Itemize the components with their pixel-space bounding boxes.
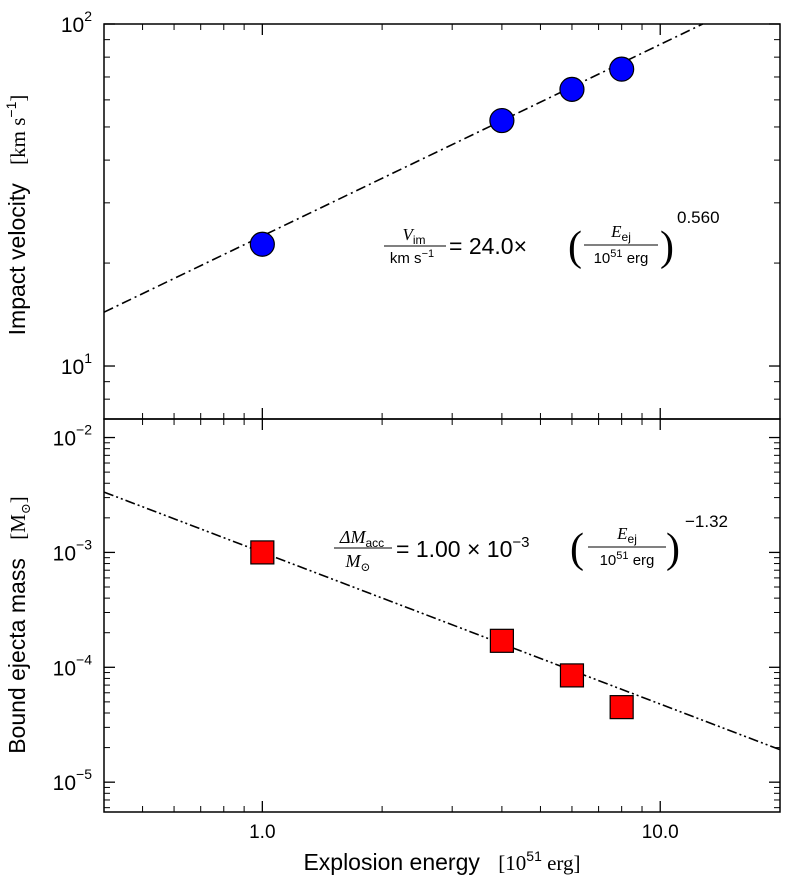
bot-ann-eq: = 1.00 × 10−3 — [396, 534, 530, 562]
bot-ann-fden-main: 10 — [600, 552, 617, 569]
top-ann-fden-unit: erg — [623, 250, 649, 267]
top-ylabel-main: Impact velocity — [4, 183, 30, 336]
top-ann-num: Vim — [402, 225, 425, 247]
top-ann-den: km s−1 — [390, 248, 434, 267]
bot-ann-fnum-sub: ej — [628, 532, 637, 546]
bottom-ylabel-unit-close: ] — [6, 496, 30, 503]
xlabel: Explosion energy [1051 erg] — [303, 848, 580, 875]
bot-ann-fnum-main: E — [616, 524, 628, 543]
top-ann-den-main: km s — [390, 250, 422, 267]
top-ylabel-unit-sup: −1 — [3, 101, 19, 117]
bottom-ytick-label: 10−3 — [53, 536, 93, 565]
velocity-point — [559, 76, 585, 102]
bot-ann-fden-unit: erg — [629, 552, 655, 569]
top-ann-lparen: ( — [568, 224, 582, 270]
top-ytick-label-exp: 1 — [84, 350, 92, 366]
top-ann-eq: = 24.0× — [449, 233, 527, 259]
top-fit-annotation: Vim km s−1 = 24.0× ( Eej 1051 erg ) 0.56… — [384, 208, 720, 270]
top-ylabel-unit: [km s — [6, 118, 30, 165]
bot-ann-eq-sup: −3 — [512, 534, 529, 551]
mass-point — [559, 663, 585, 688]
velocity-point — [489, 107, 515, 134]
bottom-ylabel-unit: [M — [6, 514, 30, 540]
bottom-ytick-label-base: 10 — [53, 657, 76, 680]
bot-ann-num: ΔMacc — [339, 527, 384, 550]
xlabel-unit-sup: 51 — [526, 848, 542, 864]
bottom-points — [250, 540, 634, 720]
top-ytick-label-exp: 2 — [84, 8, 92, 24]
bot-ann-num-sub: acc — [365, 536, 384, 550]
bottom-axes-frame — [103, 418, 781, 813]
top-ann-fnum: Eej — [610, 222, 631, 244]
top-ytick-label: 101 — [61, 350, 92, 379]
top-ann-fden-sup: 51 — [610, 248, 622, 260]
bot-ann-fden-sup: 51 — [616, 550, 628, 562]
top-ann-rparen: ) — [660, 224, 674, 270]
top-ylabel: Impact velocity [km s−1] — [3, 95, 30, 336]
top-ytick-label-base: 10 — [61, 356, 84, 379]
bottom-ytick-label-exp: −2 — [76, 422, 92, 438]
bot-ann-fnum: Eej — [616, 524, 637, 546]
velocity-point — [609, 56, 635, 82]
bottom-xtick-labels: 1.0 10.0 — [249, 822, 679, 843]
bottom-ytick-label-exp: −4 — [76, 651, 92, 667]
x-tick-label: 10.0 — [642, 822, 679, 843]
bottom-ytick-label-exp: −3 — [76, 536, 92, 552]
bottom-ytick-label-base: 10 — [53, 428, 76, 451]
top-ticks — [103, 23, 781, 420]
top-ann-power: 0.560 — [677, 208, 720, 227]
top-ytick-label-base: 10 — [61, 14, 84, 37]
mass-point — [609, 695, 634, 720]
top-ann-fnum-sub: ej — [622, 230, 631, 244]
bottom-ytick-label: 10−2 — [53, 422, 93, 451]
bot-ann-den-main: M — [344, 551, 361, 571]
bot-ann-rparen: ) — [666, 526, 680, 572]
bot-ann-num-main: ΔM — [339, 527, 367, 547]
top-ann-num-sub: im — [413, 233, 426, 247]
xlabel-unit: [10 — [498, 851, 526, 875]
bottom-ytick-label: 10−4 — [53, 651, 93, 680]
bot-ann-fden: 1051 erg — [600, 550, 655, 569]
bot-ann-eq-main: = 1.00 × 10 — [396, 536, 512, 562]
mass-point — [250, 540, 275, 565]
top-ytick-label: 102 — [61, 8, 92, 37]
x-tick-label: 1.0 — [249, 822, 275, 843]
top-ann-fden-main: 10 — [594, 250, 611, 267]
bottom-ytick-labels: 10−510−410−310−2 — [53, 422, 93, 796]
bottom-ticks — [103, 419, 781, 812]
mass-point — [489, 628, 514, 653]
bottom-ytick-label-base: 10 — [53, 542, 76, 565]
bottom-ytick-label-base: 10 — [53, 772, 76, 795]
bottom-ylabel: Bound ejecta mass [M⊙] — [4, 496, 33, 754]
xlabel-unit-rest: erg] — [542, 851, 581, 875]
xlabel-main: Explosion energy — [303, 849, 480, 875]
top-ylabel-unit-close: ] — [6, 95, 30, 102]
bot-ann-lparen: ( — [570, 526, 584, 572]
bottom-ylabel-unit-sub: ⊙ — [18, 503, 33, 514]
bot-ann-den: M⊙ — [344, 551, 370, 574]
top-ann-den-sup: −1 — [422, 248, 435, 260]
top-ann-fden: 1051 erg — [594, 248, 649, 267]
bottom-panel: 10−510−410−310−2 1.0 10.0 Bound ejecta ma… — [4, 418, 781, 875]
bot-ann-den-sub: ⊙ — [360, 560, 370, 574]
bottom-ylabel-main: Bound ejecta mass — [4, 558, 30, 754]
bottom-fit-line — [103, 491, 781, 751]
bottom-ytick-label: 10−5 — [53, 766, 93, 795]
bot-ann-power: −1.32 — [685, 512, 728, 531]
velocity-point — [249, 231, 275, 257]
top-ann-fnum-main: E — [610, 222, 622, 241]
bottom-ytick-label-exp: −5 — [76, 766, 92, 782]
bottom-fit-annotation: ΔMacc M⊙ = 1.00 × 10−3 ( Eej 1051 erg ) … — [334, 512, 728, 574]
top-ann-num-main: V — [402, 225, 415, 244]
top-points — [249, 56, 635, 257]
